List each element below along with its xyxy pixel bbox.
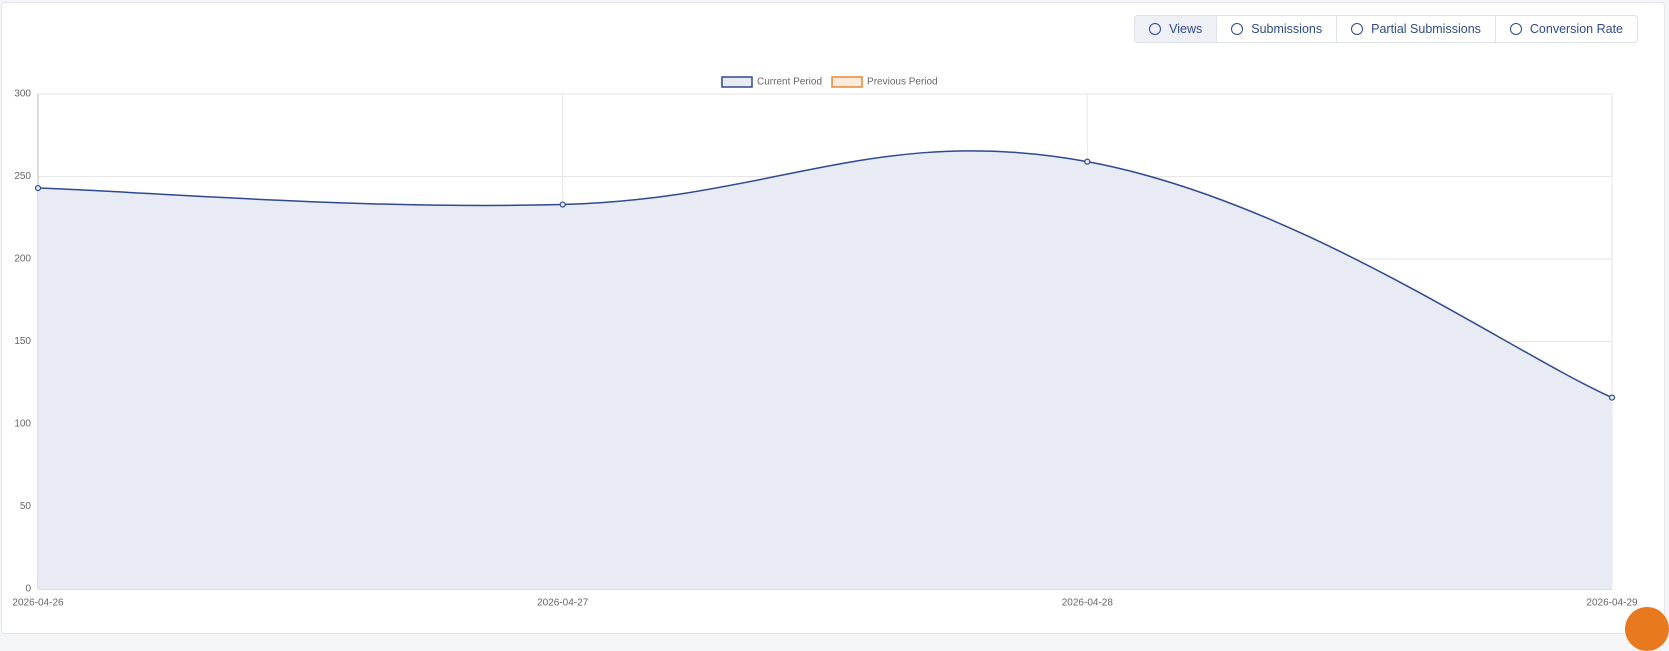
legend-swatch: [721, 76, 753, 88]
legend-swatch: [831, 76, 863, 88]
y-tick-label: 200: [14, 254, 31, 265]
x-tick-label: 2026-04-29: [1586, 598, 1638, 609]
y-tick-label: 50: [20, 501, 32, 512]
area: [38, 150, 1612, 589]
legend-label: Current Period: [757, 77, 822, 88]
tab[interactable]: Views: [1135, 16, 1217, 42]
tab-label: Submissions: [1251, 22, 1323, 36]
point: [34, 184, 42, 192]
x-tick-label: 2026-04-28: [1062, 598, 1114, 609]
tab-label: Conversion Rate: [1529, 22, 1623, 36]
point: [1084, 158, 1091, 165]
y-tick-label: 0: [25, 584, 31, 595]
point: [559, 201, 566, 208]
y-tick-label: 300: [14, 89, 31, 100]
legend-label: Previous Period: [867, 77, 938, 88]
tab-group: Views Submissions Partial Submissions Conve…: [1134, 15, 1638, 43]
chat-button[interactable]: [1625, 607, 1669, 651]
x-tick-label: 2026-04-26: [12, 598, 64, 609]
y-tick-label: 100: [14, 419, 31, 430]
tab[interactable]: Conversion Rate: [1494, 16, 1637, 42]
y-tick-label: 150: [14, 336, 31, 347]
tab[interactable]: Partial Submissions: [1336, 16, 1495, 42]
tab[interactable]: Submissions: [1216, 16, 1336, 42]
x-tick-label: 2026-04-27: [537, 598, 589, 609]
tab-icon: [1351, 23, 1364, 35]
line: [37, 150, 1613, 399]
tab-icon: [1149, 23, 1162, 35]
tab-label: Views: [1169, 22, 1203, 36]
point: [1608, 394, 1616, 401]
tab-icon: [1509, 23, 1522, 35]
tab-icon: [1231, 23, 1244, 35]
y-tick-label: 250: [14, 171, 31, 182]
tab-label: Partial Submissions: [1371, 22, 1481, 36]
